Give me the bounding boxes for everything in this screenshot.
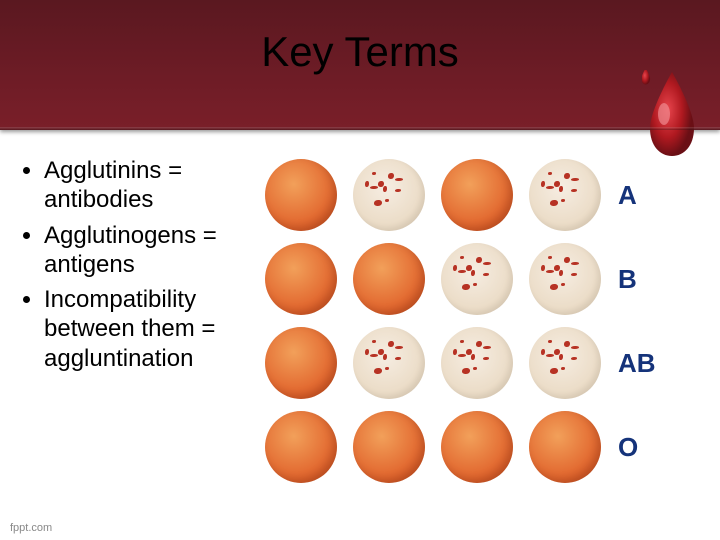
sample-agglutinated xyxy=(441,243,513,315)
sample-solid xyxy=(353,243,425,315)
title-banner: Key Terms xyxy=(0,0,720,130)
bullet-list: Agglutinins = antibodies Agglutinogens =… xyxy=(26,156,256,486)
row-label: O xyxy=(612,432,638,463)
footer-credit: fppt.com xyxy=(10,522,52,534)
bullet-item: Agglutinogens = antigens xyxy=(44,221,256,280)
sample-agglutinated xyxy=(353,327,425,399)
row-label: AB xyxy=(612,348,656,379)
sample-agglutinated xyxy=(353,159,425,231)
sample-solid xyxy=(529,411,601,483)
sample-solid xyxy=(441,411,513,483)
row-label: A xyxy=(612,180,637,211)
blood-drop-icon xyxy=(642,70,702,160)
bullet-item: Incompatibility between them = aggluntin… xyxy=(44,285,256,373)
sample-solid xyxy=(265,411,337,483)
sample-solid xyxy=(265,327,337,399)
sample-solid xyxy=(353,411,425,483)
blood-type-chart: ABABO xyxy=(256,156,708,486)
sample-solid xyxy=(441,159,513,231)
sample-agglutinated xyxy=(529,243,601,315)
content-area: Agglutinins = antibodies Agglutinogens =… xyxy=(0,130,720,486)
sample-agglutinated xyxy=(529,159,601,231)
sample-agglutinated xyxy=(441,327,513,399)
slide-title: Key Terms xyxy=(0,0,720,76)
row-label: B xyxy=(612,264,637,295)
sample-solid xyxy=(265,243,337,315)
sample-solid xyxy=(265,159,337,231)
sample-agglutinated xyxy=(529,327,601,399)
bullet-item: Agglutinins = antibodies xyxy=(44,156,256,215)
